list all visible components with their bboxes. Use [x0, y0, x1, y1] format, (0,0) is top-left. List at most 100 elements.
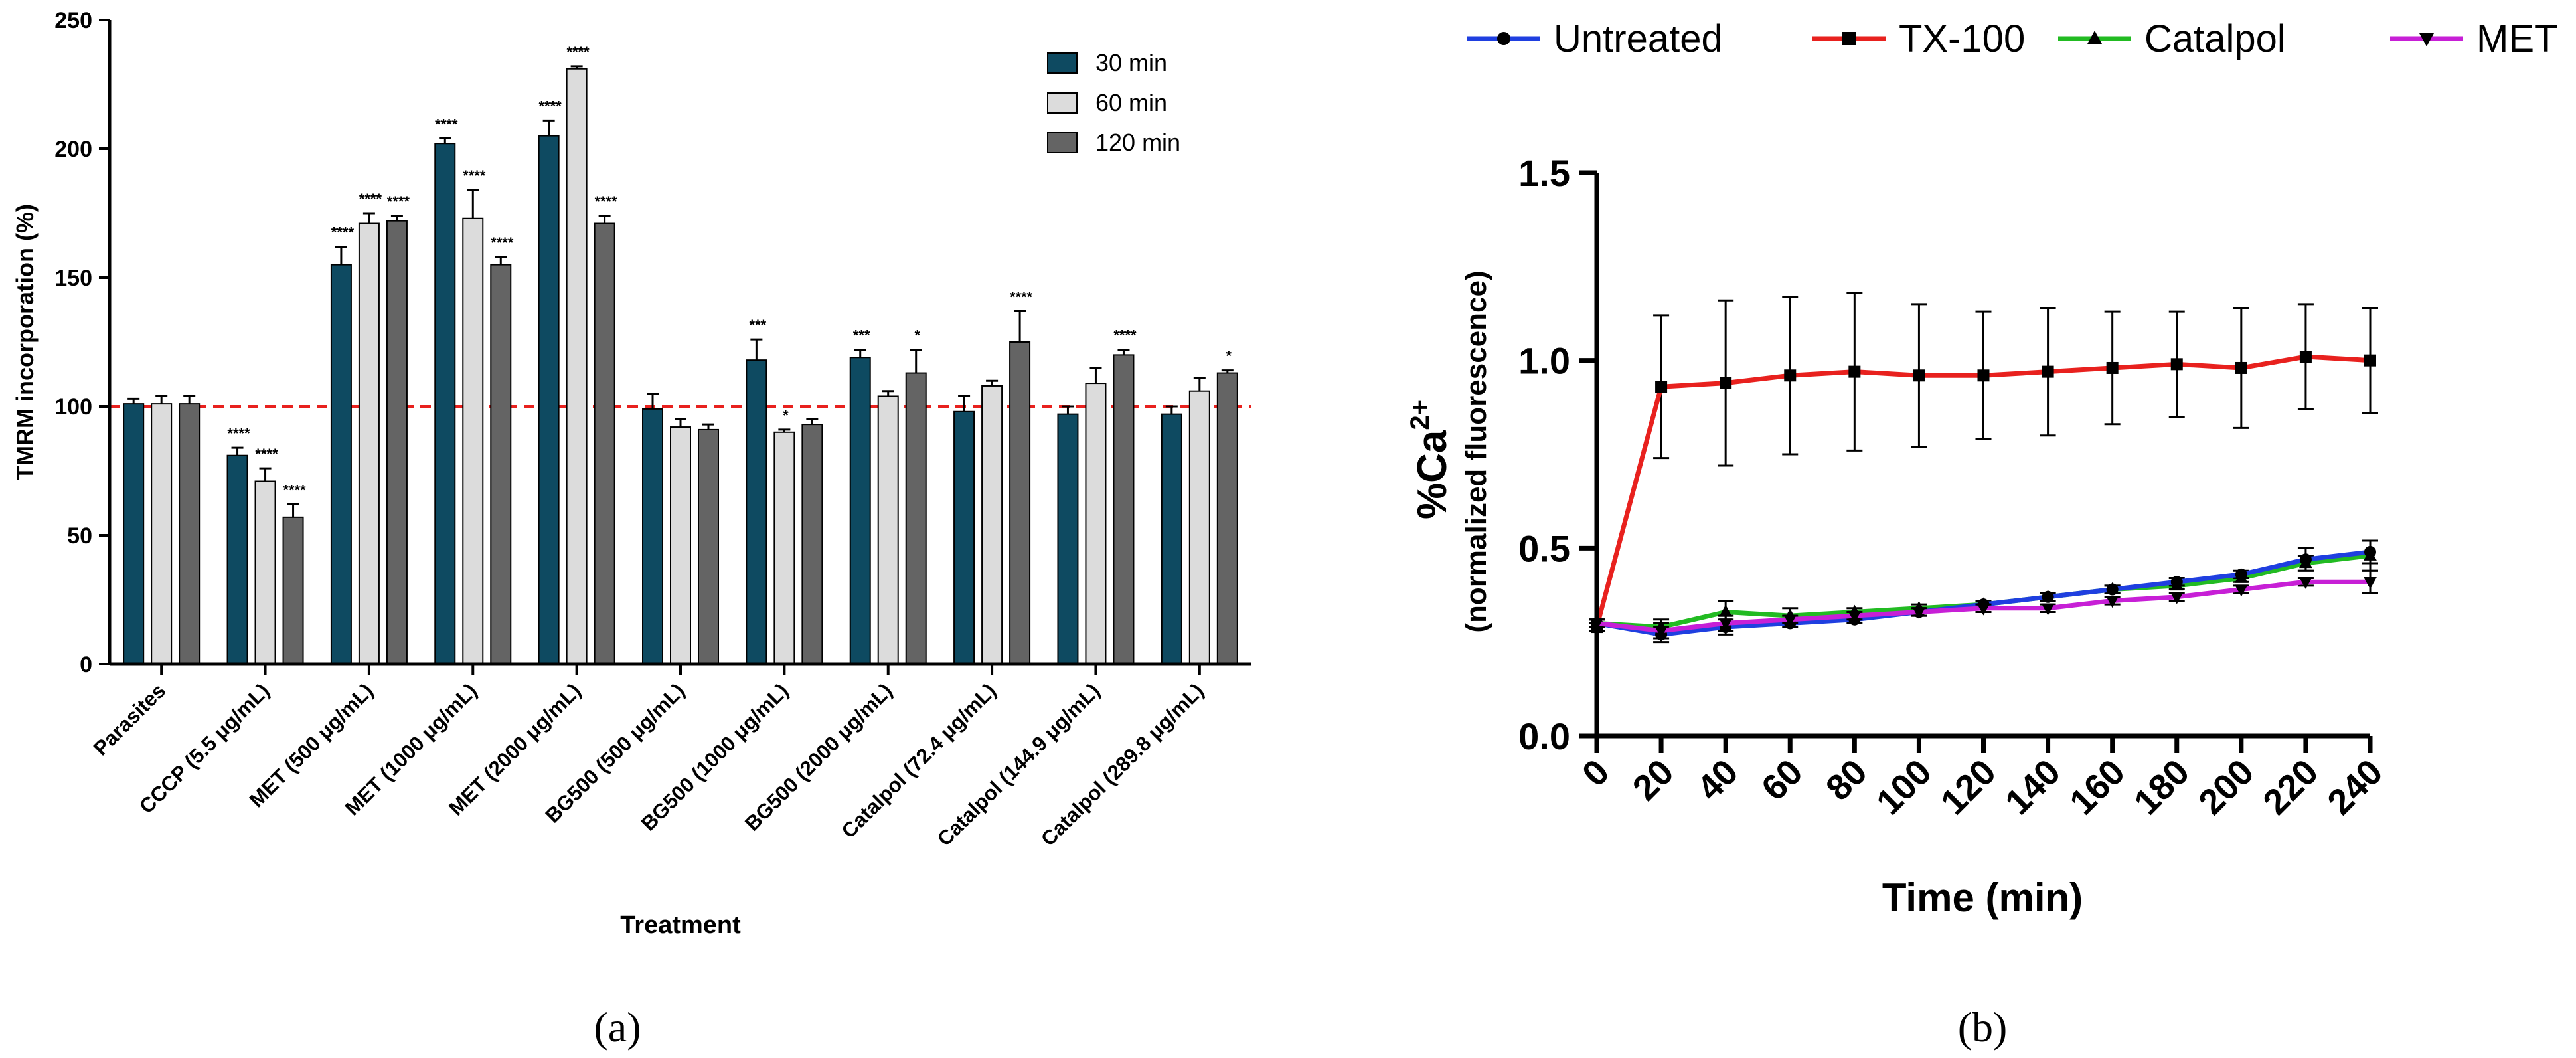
data-point-tx-100: [2042, 365, 2054, 378]
legend-swatch-30-min: [1047, 52, 1078, 74]
series-line-untreated: [1596, 549, 2371, 637]
legend-marker-untreated: [1497, 32, 1510, 45]
legend-label-60-min: 60 min: [1095, 89, 1167, 116]
data-point-met: [2299, 577, 2312, 590]
panel-a-x-axis-label: Treatment: [620, 911, 741, 939]
y-tick-label: 0.5: [1518, 527, 1570, 569]
data-point-tx-100: [1848, 365, 1861, 378]
x-tick-label: 60: [1754, 752, 1811, 808]
data-point-met: [2364, 577, 2377, 590]
data-point-met: [2041, 603, 2055, 616]
bar-60-min-bg500-2000-g-ml: [877, 395, 899, 665]
data-point-tx-100: [1784, 369, 1797, 382]
data-point-met: [2105, 596, 2119, 608]
data-point-met: [1976, 603, 1990, 616]
x-tick-label: 80: [1818, 752, 1875, 808]
legend-label-catalpol: Catalpol: [2144, 17, 2286, 60]
significance-label: ****: [595, 193, 618, 210]
y-tick-label: 250: [54, 8, 92, 33]
bar-120-min-met-1000-g-ml: [490, 264, 512, 665]
data-point-met: [1783, 614, 1797, 627]
bar-30-min-cccp-5-5-g-ml: [226, 454, 248, 665]
y-tick-label: 50: [67, 523, 92, 549]
x-tick-label: 240: [2320, 752, 2390, 822]
bar-120-min-parasites: [179, 403, 201, 665]
significance-label: ****: [463, 167, 486, 184]
x-tick-label: 140: [1998, 752, 2068, 822]
series-line-catalpol: [1596, 553, 2371, 630]
data-point-tx-100: [2170, 358, 2183, 371]
bar-60-min-catalpol-72-4-g-ml: [981, 385, 1003, 665]
significance-label: ****: [567, 44, 590, 60]
data-point-met: [1719, 618, 1733, 631]
significance-label: ****: [255, 446, 278, 462]
panel-b-y-axis-label-superscript: 2+: [1406, 400, 1435, 430]
bar-30-min-catalpol-289-8-g-ml: [1161, 413, 1182, 665]
panel-b-series: [1589, 292, 2378, 644]
data-point-met: [2234, 584, 2248, 597]
y-tick-label: 150: [54, 266, 92, 291]
significance-label: ****: [539, 98, 562, 114]
significance-label: ****: [331, 224, 355, 240]
significance-label: ***: [750, 317, 767, 333]
bar-60-min-catalpol-144-9-g-ml: [1085, 383, 1107, 665]
panel-b-legend: Untreated TX-100 Catalpol MET: [1467, 17, 2557, 60]
panel-a-legend: 30 min 60 min 120 min: [1047, 49, 1180, 156]
bar-120-min-catalpol-289-8-g-ml: [1216, 372, 1238, 665]
significance-label: *: [783, 407, 789, 424]
legend-label-120-min: 120 min: [1095, 129, 1180, 156]
bar-30-min-catalpol-144-9-g-ml: [1057, 413, 1079, 665]
bar-120-min-bg500-1000-g-ml: [801, 424, 823, 665]
bar-120-min-bg500-500-g-ml: [698, 428, 719, 665]
bar-60-min-parasites: [151, 403, 173, 665]
bar-60-min-bg500-500-g-ml: [670, 426, 691, 665]
panel-b-line-chart: 0.00.51.01.50 20 40 60 801001201401601802002…: [1406, 17, 2557, 1051]
legend-swatch-60-min: [1047, 92, 1078, 114]
bar-30-min-bg500-1000-g-ml: [746, 359, 767, 665]
panel-b-y-axis-label: %Ca2+: [1406, 400, 1455, 519]
series-tx-100: [1589, 292, 2378, 634]
data-point-tx-100: [2364, 354, 2376, 367]
x-tick-label: 180: [2127, 752, 2197, 822]
panel-b-axes: 0.00.51.01.50 20 40 60 801001201401601802002…: [1518, 152, 2390, 822]
bar-120-min-catalpol-72-4-g-ml: [1009, 341, 1031, 665]
bar-60-min-met-500-g-ml: [358, 222, 380, 665]
bar-120-min-bg500-2000-g-ml: [905, 372, 927, 665]
significance-label: ****: [359, 191, 382, 207]
panel-b-y-axis-label-main: %Ca: [1409, 430, 1455, 519]
x-tick-label: 220: [2255, 752, 2326, 822]
x-tick-label: 120: [1933, 752, 2004, 822]
x-tick-label: 100: [1869, 752, 1939, 822]
legend-label-30-min: 30 min: [1095, 49, 1167, 76]
bar-30-min-bg500-2000-g-ml: [849, 357, 871, 665]
bar-60-min-met-1000-g-ml: [462, 217, 484, 665]
legend-marker-catalpol: [2087, 31, 2102, 44]
significance-label: ****: [387, 193, 410, 210]
y-tick-label: 200: [54, 137, 92, 162]
legend-label-met: MET: [2476, 17, 2557, 60]
data-point-met: [2170, 592, 2184, 604]
bar-120-min-cccp-5-5-g-ml: [282, 516, 304, 665]
bar-60-min-catalpol-289-8-g-ml: [1188, 390, 1210, 665]
significance-label: *: [1226, 348, 1232, 365]
data-point-untreated: [2170, 576, 2183, 588]
data-point-tx-100: [2235, 361, 2247, 374]
legend-label-untreated: Untreated: [1554, 17, 1723, 60]
x-tick-label: 20: [1625, 752, 1682, 808]
data-point-tx-100: [2299, 351, 2312, 363]
panel-b-x-axis-label: Time (min): [1882, 875, 2083, 920]
panel-a-bar-chart: ******************** ********************…: [11, 8, 1251, 1051]
y-tick-label: 1.0: [1518, 340, 1570, 382]
panel-b-y-axis-sublabel: (normalized fluorescence): [1460, 270, 1492, 632]
data-point-tx-100: [1977, 369, 1990, 382]
significance-label: ****: [1010, 288, 1033, 305]
significance-label: ****: [435, 116, 458, 132]
bar-60-min-bg500-1000-g-ml: [773, 431, 795, 665]
bar-120-min-catalpol-144-9-g-ml: [1113, 354, 1135, 665]
y-tick-label: 0.0: [1518, 715, 1570, 757]
x-tick-label-parasites: Parasites: [89, 679, 170, 760]
significance-label: ****: [491, 234, 514, 251]
significance-label: ****: [1113, 327, 1137, 344]
y-tick-label: 0: [80, 652, 92, 677]
